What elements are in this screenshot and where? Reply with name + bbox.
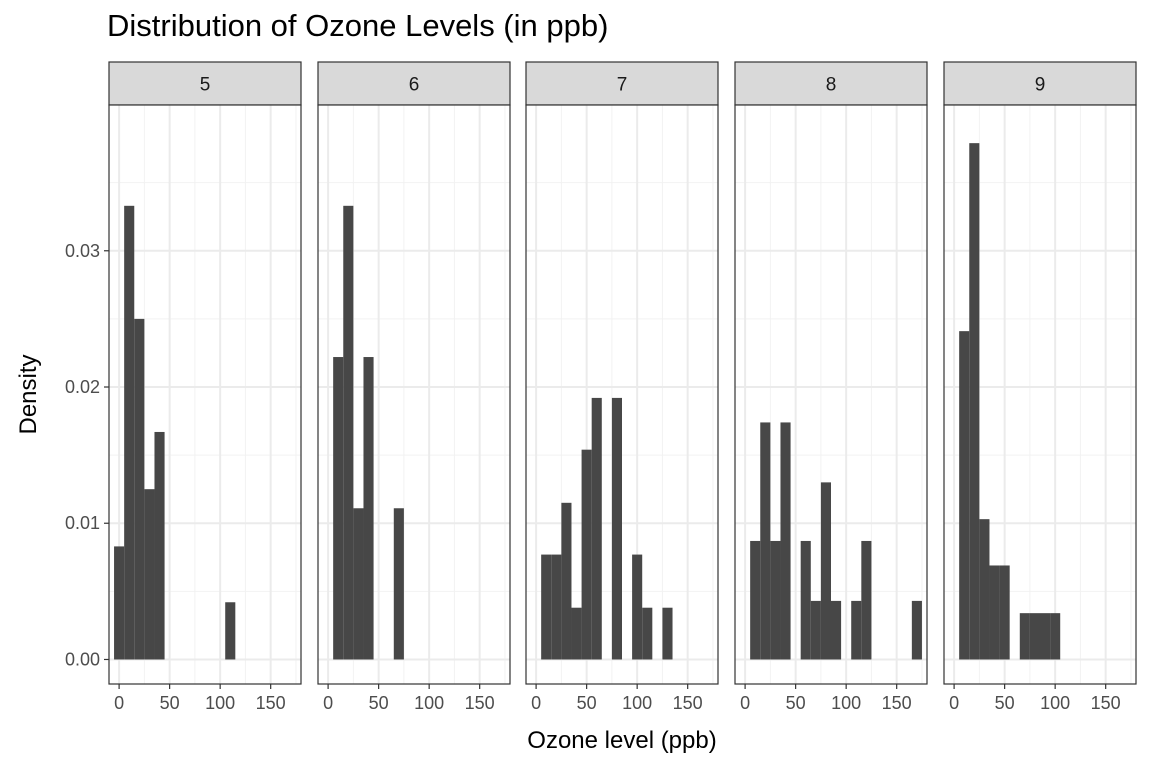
histogram-bar: [959, 331, 970, 660]
panel-border: [317, 104, 511, 685]
histogram-bar: [561, 502, 572, 660]
histogram-bar: [662, 607, 673, 660]
facet-strip: [943, 61, 1137, 106]
y-axis-title: Density: [15, 354, 42, 434]
x-tick-label: 0: [323, 693, 333, 713]
x-tick-label: 150: [882, 693, 912, 713]
histogram-bar: [393, 508, 404, 660]
histogram-bar: [333, 357, 344, 660]
facet-strip: [108, 61, 302, 106]
histogram-bar: [154, 431, 165, 660]
x-tick-label: 50: [369, 693, 389, 713]
histogram-bar: [642, 607, 653, 660]
y-tick-label: 0.01: [65, 513, 100, 533]
chart-title: Distribution of Ozone Levels (in ppb): [107, 8, 609, 43]
facet-strip-label: 5: [200, 75, 211, 96]
x-tick-label: 100: [831, 693, 861, 713]
y-tick-label: 0.03: [65, 241, 100, 261]
histogram-bar: [363, 357, 374, 660]
histogram-bar: [343, 205, 354, 660]
histogram-bar: [831, 600, 842, 660]
histogram-bar: [979, 519, 990, 660]
histogram-bar: [551, 554, 562, 660]
facet-strip-label: 9: [1035, 75, 1046, 96]
histogram-bar: [144, 489, 155, 660]
x-tick-label: 0: [531, 693, 541, 713]
x-tick-label: 100: [1040, 693, 1070, 713]
histogram-bar: [999, 565, 1010, 660]
facet-strip: [525, 61, 719, 106]
x-tick-label: 50: [160, 693, 180, 713]
x-tick-label: 100: [414, 693, 444, 713]
x-tick-label: 50: [995, 693, 1015, 713]
histogram-bar: [911, 600, 922, 660]
histogram-bar: [1040, 613, 1051, 660]
x-axis-title: Ozone level (ppb): [527, 727, 716, 754]
y-tick-label: 0.02: [65, 377, 100, 397]
x-tick-label: 0: [949, 693, 959, 713]
histogram-bar: [571, 607, 582, 660]
facet-strip: [317, 61, 511, 106]
facet-strip-label: 8: [826, 75, 837, 96]
histogram-bar: [800, 540, 811, 660]
x-tick-label: 0: [114, 693, 124, 713]
histogram-bar: [810, 600, 821, 660]
histogram-bar: [353, 508, 364, 660]
histogram-bar: [591, 397, 602, 660]
histogram-bar: [225, 602, 236, 660]
histogram-bar: [770, 540, 781, 660]
panel-border: [943, 104, 1137, 685]
histogram-bar: [581, 449, 592, 660]
histogram-bar: [820, 482, 831, 660]
histogram-bar: [114, 546, 125, 660]
panel-border: [525, 104, 719, 685]
histogram-bar: [1050, 613, 1061, 660]
histogram-bar: [1029, 613, 1040, 660]
histogram-bar: [1019, 613, 1030, 660]
x-tick-label: 50: [786, 693, 806, 713]
histogram-bar: [541, 554, 552, 660]
histogram-bar: [969, 143, 980, 660]
histogram-bar: [780, 422, 791, 660]
x-tick-label: 150: [1091, 693, 1121, 713]
histogram-bar: [989, 565, 1000, 660]
panel-border: [108, 104, 302, 685]
histogram-bar: [760, 422, 771, 660]
histogram-bar: [611, 397, 622, 660]
x-tick-label: 150: [465, 693, 495, 713]
x-tick-label: 100: [622, 693, 652, 713]
x-tick-label: 100: [205, 693, 235, 713]
histogram-bar: [750, 540, 761, 660]
facet-strip-label: 6: [409, 75, 420, 96]
histogram-bar: [861, 540, 872, 660]
histogram-bar: [851, 600, 862, 660]
x-tick-label: 50: [577, 693, 597, 713]
x-tick-label: 150: [673, 693, 703, 713]
panel-border: [734, 104, 928, 685]
histogram-bar: [134, 318, 145, 660]
facet-strip-label: 7: [617, 75, 628, 96]
x-tick-label: 150: [256, 693, 286, 713]
y-tick-label: 0.00: [65, 649, 100, 669]
facet-strip: [734, 61, 928, 106]
histogram-bar: [632, 554, 643, 660]
histogram-bar: [124, 205, 135, 660]
x-tick-label: 0: [740, 693, 750, 713]
